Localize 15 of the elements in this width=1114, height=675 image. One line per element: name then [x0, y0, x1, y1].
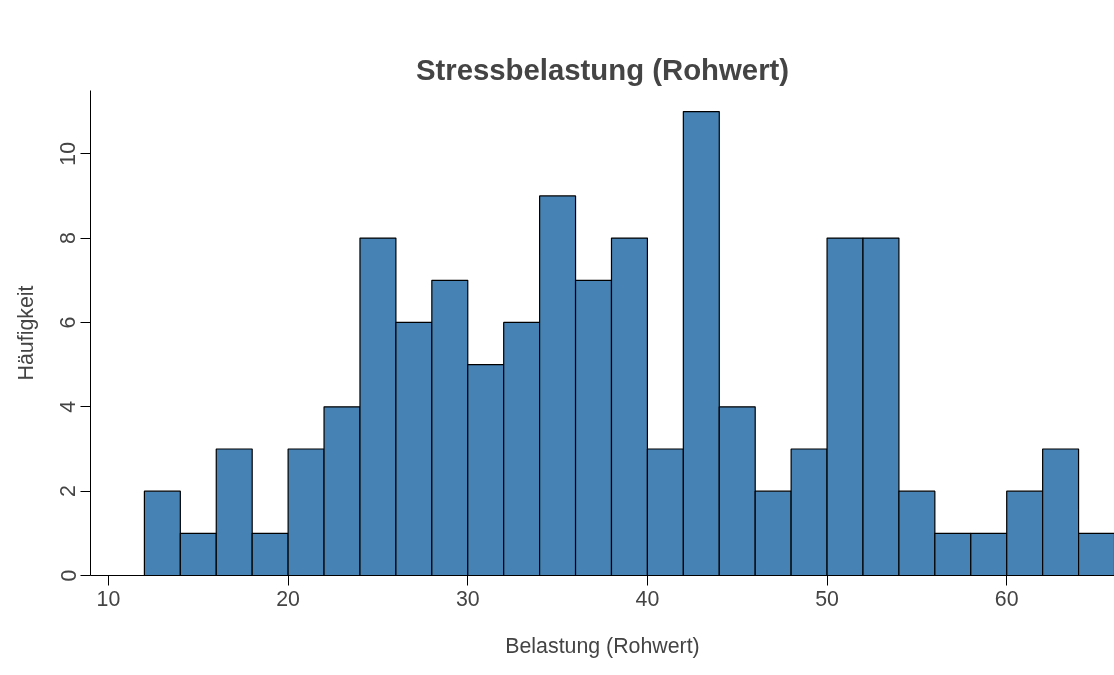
chart-title: Stressbelastung (Rohwert) — [415, 52, 790, 86]
x-axis-title: Belastung (Rohwert) — [505, 633, 700, 658]
y-tick-label: 6 — [56, 316, 81, 329]
x-tick-label: 10 — [96, 586, 121, 611]
x-tick-label: 30 — [455, 586, 480, 611]
x-tick-label: 40 — [635, 586, 660, 611]
y-tick-label: 2 — [56, 485, 81, 498]
y-tick-label: 10 — [56, 141, 81, 166]
y-tick-label: 8 — [56, 232, 81, 245]
y-axis-title: Häufigkeit — [13, 285, 38, 381]
x-tick-label: 50 — [815, 586, 840, 611]
x-tick-label: 60 — [994, 586, 1019, 611]
y-tick-label: 4 — [56, 400, 81, 413]
y-tick-label: 0 — [56, 569, 81, 582]
x-tick-label: 20 — [276, 586, 301, 611]
